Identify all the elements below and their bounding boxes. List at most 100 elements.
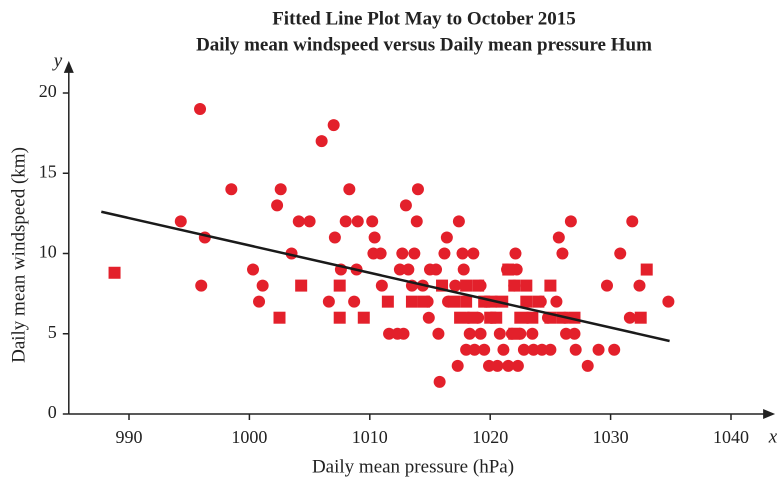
circle-point <box>560 327 573 340</box>
circle-point <box>457 263 470 276</box>
circle-point <box>581 359 594 372</box>
circle-point <box>253 295 266 308</box>
square-point <box>634 311 647 324</box>
fitted-line <box>101 210 670 343</box>
circle-point <box>343 183 356 196</box>
circle-point <box>327 119 340 132</box>
circle-point <box>396 247 409 260</box>
circle-point <box>497 343 510 356</box>
square-point <box>405 295 418 308</box>
circle-point <box>592 343 605 356</box>
y-axis-arrow <box>63 60 74 73</box>
circle-point <box>393 263 406 276</box>
circle-point <box>463 327 476 340</box>
circle-point <box>408 247 421 260</box>
circle-point <box>368 231 381 244</box>
circle-point <box>623 311 636 324</box>
circle-point <box>564 215 577 228</box>
y-tick-label: 0 <box>48 402 57 422</box>
circle-point <box>468 343 481 356</box>
circle-point <box>383 327 396 340</box>
square-point <box>273 311 286 324</box>
square-point <box>514 311 527 324</box>
x-tick-label: 1020 <box>472 427 508 447</box>
square-point <box>520 279 533 292</box>
square-point <box>526 311 539 324</box>
circle-point <box>449 279 462 292</box>
square-point <box>460 295 473 308</box>
x-tick-label: 1000 <box>231 427 267 447</box>
circle-point <box>491 359 504 372</box>
circle-point <box>374 247 387 260</box>
circle-point <box>467 247 480 260</box>
y-axis-label: Daily mean windspeed (km) <box>8 147 29 363</box>
circle-point <box>474 327 487 340</box>
y-tick-label: 10 <box>39 242 57 262</box>
circle-point <box>411 183 424 196</box>
square-point <box>295 279 308 292</box>
circle-point <box>460 343 473 356</box>
chart-title: Fitted Line Plot May to October 2015 <box>272 8 576 29</box>
circle-point <box>328 231 341 244</box>
circle-point <box>451 359 464 372</box>
circle-point <box>482 359 495 372</box>
circle-point <box>315 135 328 148</box>
circle-point <box>292 215 305 228</box>
circle-point <box>662 295 675 308</box>
square-point <box>448 295 461 308</box>
square-point <box>333 311 346 324</box>
circle-point <box>552 231 565 244</box>
square-point <box>490 311 503 324</box>
circle-point <box>600 279 613 292</box>
circle-point <box>303 215 316 228</box>
circle-point <box>410 215 423 228</box>
square-point <box>508 279 521 292</box>
circle-point <box>633 279 646 292</box>
circle-point <box>194 103 207 116</box>
circle-point <box>375 279 388 292</box>
y-axis-symbol: y <box>52 50 63 71</box>
circle-point <box>174 215 187 228</box>
y-tick-label: 5 <box>48 322 57 342</box>
circle-point <box>550 295 563 308</box>
circle-point <box>366 215 379 228</box>
circle-point <box>511 359 524 372</box>
circle-point <box>271 199 284 212</box>
square-point <box>472 279 485 292</box>
circle-point <box>556 247 569 260</box>
x-axis-arrow <box>763 409 776 419</box>
circle-point <box>527 343 540 356</box>
square-point <box>520 295 533 308</box>
square-point <box>640 263 653 276</box>
circle-point <box>247 263 260 276</box>
circle-point <box>478 343 491 356</box>
square-point <box>532 295 545 308</box>
y-tick-label: 15 <box>39 161 57 181</box>
circle-point <box>225 183 238 196</box>
circle-point <box>432 327 445 340</box>
circle-point <box>399 199 412 212</box>
x-axis-symbol: x <box>768 426 778 447</box>
circle-point <box>430 263 443 276</box>
square-point <box>381 295 394 308</box>
circle-point <box>339 215 352 228</box>
circle-point <box>322 295 335 308</box>
square-point <box>454 311 467 324</box>
square-point <box>508 327 521 340</box>
square-point <box>466 311 479 324</box>
circle-point <box>402 263 415 276</box>
x-axis-label: Daily mean pressure (hPa) <box>312 456 514 477</box>
circle-point <box>397 327 410 340</box>
square-point <box>417 295 430 308</box>
x-tick-label: 990 <box>116 427 143 447</box>
chart-subtitle: Daily mean windspeed versus Daily mean p… <box>196 34 652 55</box>
square-point <box>357 311 370 324</box>
circle-point <box>440 231 453 244</box>
circle-point <box>568 327 581 340</box>
circle-point <box>422 311 435 324</box>
circle-point <box>438 247 451 260</box>
circle-point <box>456 247 469 260</box>
circle-point <box>195 279 208 292</box>
